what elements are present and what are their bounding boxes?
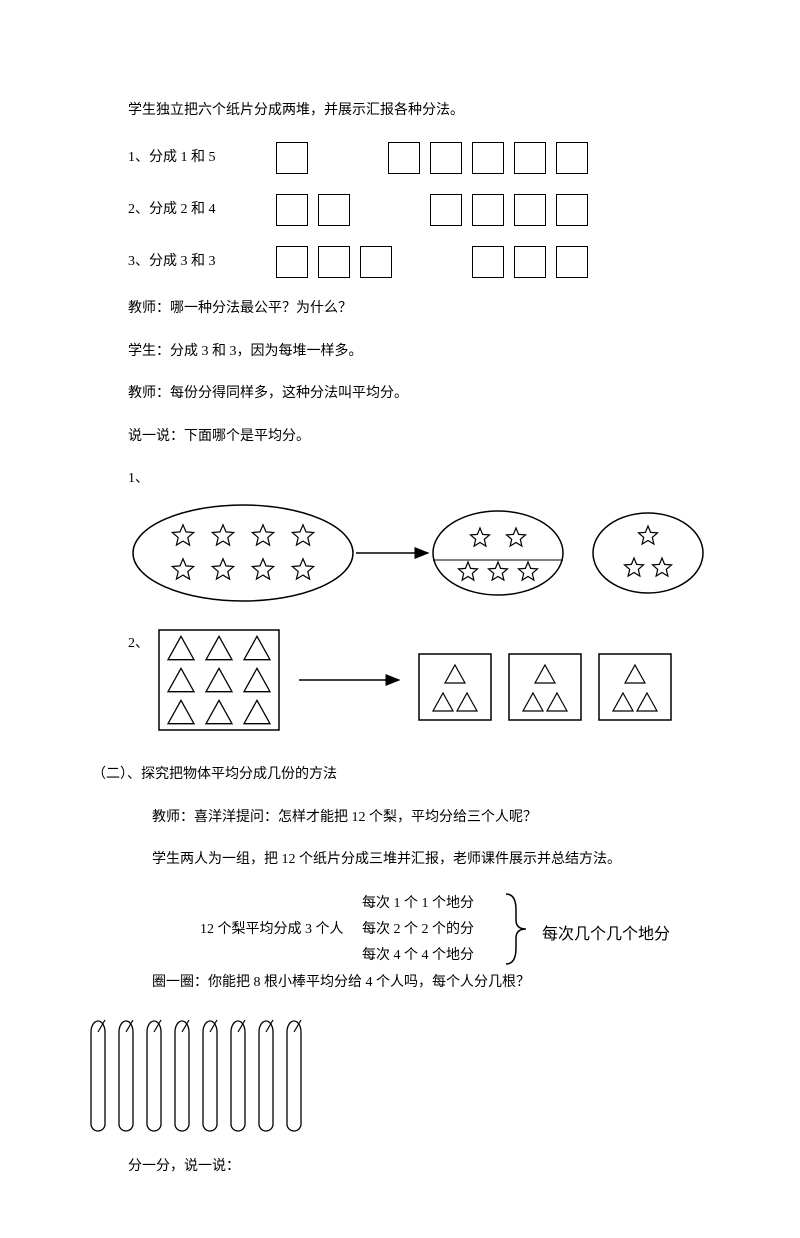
stars-diagram (128, 498, 720, 608)
box (276, 246, 308, 278)
box (472, 246, 504, 278)
box (514, 142, 546, 174)
method-summary: 每次几个几个地分 (542, 920, 670, 944)
box (514, 194, 546, 226)
page: 学生独立把六个纸片分成两堆，并展示汇报各种分法。 1、分成 1 和 5 2、分成… (0, 0, 800, 1238)
method-3: 每次 4 个 4 个地分 (362, 944, 474, 964)
box (360, 246, 392, 278)
student-a1: 学生：分成 3 和 3，因为每堆一样多。 (128, 341, 720, 363)
row3-left-boxes (276, 246, 392, 278)
row-2-split: 2、分成 2 和 4 (80, 194, 720, 226)
triangles-diagram: 2、 (128, 624, 720, 736)
box (430, 194, 462, 226)
method-2: 每次 2 个 2 个的分 (362, 918, 474, 938)
row-3-split: 3、分成 3 和 3 (50, 246, 720, 278)
stars-svg (128, 498, 718, 608)
box (556, 194, 588, 226)
teacher-def: 教师：每份分得同样多，这种分法叫平均分。 (128, 383, 720, 405)
row1-label: 1、分成 1 和 5 (128, 147, 216, 169)
method-lead: 12 个梨平均分成 3 个人 (200, 918, 344, 938)
box (556, 246, 588, 278)
box (318, 246, 350, 278)
say-prompt: 说一说：下面哪个是平均分。 (128, 426, 720, 448)
row1-right-boxes (388, 142, 588, 174)
sticks-svg (80, 1014, 320, 1132)
box (514, 246, 546, 278)
box (472, 194, 504, 226)
box (388, 142, 420, 174)
box (276, 142, 308, 174)
s2-student: 学生两人为一组，把 12 个纸片分成三堆并汇报，老师课件展示并总结方法。 (128, 849, 720, 871)
methods-block: 每次 1 个 1 个地分 12 个梨平均分成 3 个人 每次 2 个 2 个的分… (150, 892, 720, 972)
q1-label: 1、 (128, 468, 720, 490)
intro-text: 学生独立把六个纸片分成两堆，并展示汇报各种分法。 (128, 100, 720, 122)
q2-label: 2、 (128, 632, 149, 652)
row3-label: 3、分成 3 和 3 (128, 251, 216, 273)
box (430, 142, 462, 174)
row-1-split: 1、分成 1 和 5 (80, 142, 720, 174)
row3-right-boxes (472, 246, 588, 278)
row1-left-boxes (276, 142, 308, 174)
box (276, 194, 308, 226)
final-prompt: 分一分，说一说： (128, 1156, 720, 1178)
method-1: 每次 1 个 1 个地分 (362, 892, 474, 912)
row2-label: 2、分成 2 和 4 (128, 199, 216, 221)
s2-teacher: 教师：喜洋洋提问：怎样才能把 12 个梨，平均分给三个人呢？ (128, 807, 720, 829)
circle-prompt: 圈一圈：你能把 8 根小棒平均分给 4 个人吗，每个人分几根？ (128, 972, 720, 994)
section-2-title: （二）、探究把物体平均分成几份的方法 (92, 764, 720, 786)
box (556, 142, 588, 174)
box (472, 142, 504, 174)
sticks-figure (80, 1014, 720, 1132)
row2-right-boxes (430, 194, 588, 226)
box (318, 194, 350, 226)
row2-left-boxes (276, 194, 350, 226)
triangles-svg (149, 624, 689, 736)
brace-icon (498, 890, 538, 968)
teacher-q1: 教师：哪一种分法最公平？为什么？ (128, 298, 720, 320)
